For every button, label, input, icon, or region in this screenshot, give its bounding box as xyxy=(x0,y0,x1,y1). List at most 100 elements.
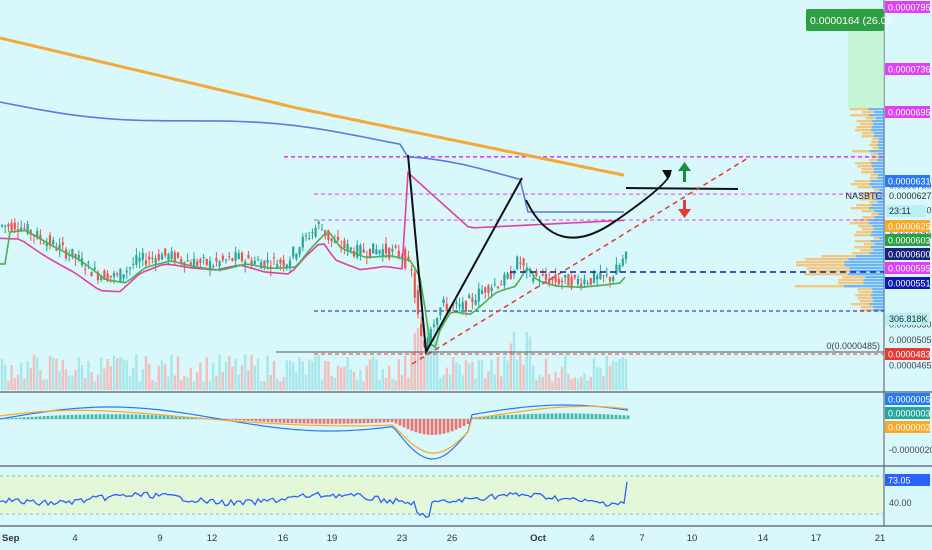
volume-bar xyxy=(330,375,333,390)
candle xyxy=(87,260,90,270)
macd-histogram-bar xyxy=(558,413,562,419)
macd-histogram-bar xyxy=(462,419,466,426)
rsi-value: 73.05 xyxy=(888,476,911,486)
price-label-9: 0.0000551 xyxy=(888,279,931,289)
price-label-7: 0.0000600 xyxy=(888,250,931,260)
candle xyxy=(356,240,359,260)
profile-bar xyxy=(856,126,872,129)
macd-histogram-bar xyxy=(590,413,594,419)
volume-bar xyxy=(381,368,384,390)
macd-histogram-bar xyxy=(486,416,490,419)
profile-bar xyxy=(870,180,884,183)
volume-bar xyxy=(125,360,128,390)
macd-histogram-bar xyxy=(110,414,114,419)
profile-bar xyxy=(860,306,874,309)
time-tick-11: 10 xyxy=(687,533,698,544)
macd-histogram-bar xyxy=(186,416,190,419)
volume-bar xyxy=(573,377,576,390)
macd-histogram-bar xyxy=(610,414,614,419)
volume-bar xyxy=(602,376,605,390)
volume-bar xyxy=(365,365,368,390)
candle xyxy=(535,268,538,277)
volume-bar xyxy=(109,365,112,390)
volume-bar xyxy=(253,365,256,390)
candle xyxy=(234,246,237,268)
candle xyxy=(96,270,100,284)
profile-bar xyxy=(794,285,844,288)
neckline[interactable] xyxy=(625,187,739,190)
macd-histogram-bar xyxy=(358,419,362,424)
profile-bar xyxy=(871,120,884,123)
volume-bar xyxy=(525,331,528,390)
volume-bar xyxy=(592,358,596,390)
volume-bar xyxy=(378,380,381,390)
volume-bar xyxy=(320,379,324,390)
profile-bar xyxy=(859,300,874,303)
profile-bar xyxy=(844,264,884,267)
profile-bar xyxy=(871,213,879,216)
candle xyxy=(519,256,522,270)
volume-bar xyxy=(260,381,263,390)
profile-bar xyxy=(854,129,871,132)
volume-bar xyxy=(384,377,388,390)
candle xyxy=(10,219,13,233)
profile-bar xyxy=(863,243,875,246)
macd-axis: 0.0000005 0.0000003 0.0000002 -0.0000020 xyxy=(885,393,932,455)
macd-pane[interactable] xyxy=(0,404,630,460)
candle xyxy=(343,237,346,255)
volume-bar xyxy=(519,355,522,390)
volume-bar xyxy=(512,331,516,390)
volume-bar xyxy=(586,380,589,390)
profile-bar xyxy=(875,195,884,198)
profile-bar xyxy=(865,117,876,120)
volume-bar xyxy=(538,374,541,390)
profile-bar xyxy=(875,117,884,120)
macd-histogram-bar xyxy=(306,419,310,424)
macd-histogram-bar xyxy=(270,419,274,423)
time-axis[interactable]: Sep 4 9 12 16 19 23 26 Oct 4 7 10 14 17 21 xyxy=(2,533,885,544)
macd-histogram-bar xyxy=(302,419,306,424)
volume-bar xyxy=(301,361,304,390)
volume-bar xyxy=(368,359,372,390)
macd-histogram-bar xyxy=(318,419,322,424)
volume-bar xyxy=(506,360,509,390)
macd-histogram-bar xyxy=(90,414,94,419)
price-pane[interactable] xyxy=(0,0,884,392)
macd-histogram-bar xyxy=(230,419,234,420)
volume-bar xyxy=(560,367,564,390)
volume-label: 306.818K xyxy=(889,314,928,324)
volume-bar xyxy=(180,380,183,390)
change-badge-text: 0.0000164 (26.05 xyxy=(810,15,892,27)
candle xyxy=(90,271,93,277)
macd-line xyxy=(0,404,629,460)
volume-bar xyxy=(599,367,602,390)
trendline-support[interactable] xyxy=(411,157,749,365)
macd-histogram-bar xyxy=(378,419,382,423)
macd-histogram-bar xyxy=(418,419,422,434)
rsi-pane[interactable] xyxy=(0,475,884,519)
volume-bar xyxy=(64,369,68,390)
rsi-axis: 73.05 40.00 xyxy=(885,474,930,508)
volume-bar xyxy=(45,379,48,390)
candle xyxy=(138,251,141,269)
candle xyxy=(439,307,442,321)
macd-histogram-bar xyxy=(18,417,22,419)
price-label-10: 0.0000483 xyxy=(888,350,931,360)
profile-bar xyxy=(871,231,884,234)
price-label-box-5 xyxy=(885,220,930,232)
volume-bar xyxy=(567,374,570,390)
volume-bar xyxy=(228,356,231,390)
price-axis[interactable]: 0.00007500.00007100.00006700.00005300.00… xyxy=(885,1,932,370)
cup-curve[interactable] xyxy=(525,171,671,239)
candle xyxy=(157,249,160,262)
macd-histogram-bar xyxy=(310,419,314,424)
candle xyxy=(554,268,557,286)
volume-bar xyxy=(23,378,26,390)
candle xyxy=(176,251,180,260)
candle xyxy=(119,268,122,283)
candle xyxy=(282,254,285,272)
macd-histogram-bar xyxy=(58,415,62,419)
profile-bar xyxy=(859,198,874,201)
volume-bar xyxy=(336,365,340,390)
macd-histogram-bar xyxy=(402,419,406,428)
